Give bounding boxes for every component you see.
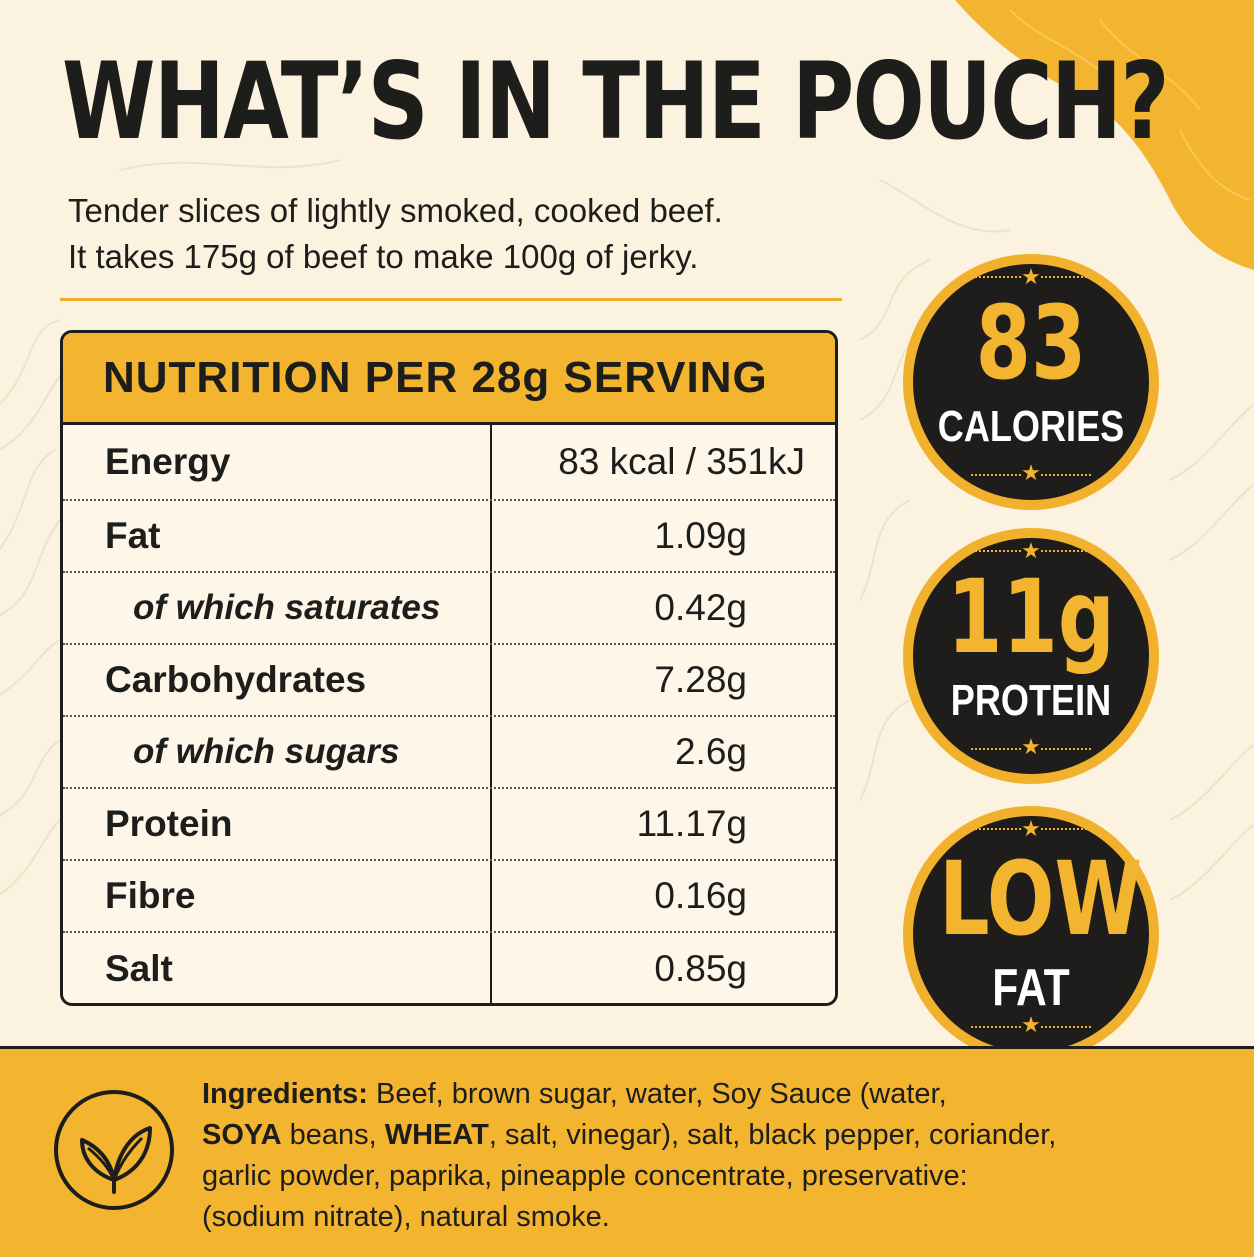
star-icon: ★: [1021, 538, 1041, 563]
intro-line-2: It takes 175g of beef to make 100g of je…: [68, 238, 699, 275]
column-divider: [490, 425, 492, 1003]
ingredients-line-4: (sodium nitrate), natural smoke.: [202, 1201, 610, 1233]
row-label: of which saturates: [133, 588, 441, 627]
badge-label: PROTEIN: [950, 676, 1112, 725]
badge-dash: [971, 474, 1021, 478]
badge-dash: [1041, 1026, 1091, 1030]
protein-badge: ★ 11g PROTEIN ★: [903, 528, 1159, 784]
star-icon: ★: [1021, 264, 1041, 289]
row-label: of which sugars: [133, 732, 400, 771]
badge-dash: [971, 828, 1021, 832]
row-value: 11.17g: [636, 803, 747, 844]
calories-badge: ★ 83 CALORIES ★: [903, 254, 1159, 510]
badge-dash: [971, 1026, 1021, 1030]
badge-label: CALORIES: [937, 402, 1125, 451]
allergen-wheat: WHEAT: [384, 1119, 489, 1151]
badge-number: 83: [975, 284, 1087, 403]
badge-dash: [971, 748, 1021, 752]
ingredients-heading: Ingredients:: [202, 1078, 368, 1110]
nutrition-heading: NUTRITION PER 28g SERVING: [103, 352, 768, 402]
badge-number: 11g: [947, 558, 1115, 677]
divider: [60, 298, 842, 301]
row-value: 2.6g: [674, 731, 747, 772]
ingredients-text-3: , salt, vinegar), salt, black pepper, co…: [488, 1119, 1057, 1151]
table-row: Fat 1.09g: [63, 501, 835, 573]
intro-line-1: Tender slices of lightly smoked, cooked …: [68, 192, 723, 229]
row-label: Energy: [105, 441, 231, 482]
badge-dash: [971, 276, 1021, 280]
row-label: Fibre: [105, 875, 196, 916]
low-fat-badge: ★ LOW FAT ★: [903, 806, 1159, 1062]
badge-dash: [1041, 828, 1091, 832]
table-row: Protein 11.17g: [63, 789, 835, 861]
row-label: Salt: [105, 948, 173, 989]
badge-dash: [1041, 550, 1091, 554]
row-value: 0.42g: [654, 587, 747, 628]
star-icon: ★: [1021, 1012, 1041, 1037]
row-value: 1.09g: [654, 515, 747, 556]
badge-dash: [971, 550, 1021, 554]
table-row: Carbohydrates 7.28g: [63, 645, 835, 717]
table-row: Energy 83 kcal / 351kJ: [63, 425, 835, 501]
star-icon: ★: [1021, 460, 1041, 485]
ingredients-text-1: Beef, brown sugar, water, Soy Sauce (wat…: [367, 1078, 947, 1110]
star-icon: ★: [1021, 816, 1041, 841]
badge-label: FAT: [992, 959, 1070, 1017]
nutrition-table: NUTRITION PER 28g SERVING Energy 83 kcal…: [60, 330, 838, 1006]
badge-number: LOW: [938, 840, 1143, 959]
row-value: 0.85g: [654, 948, 747, 989]
allergen-soya: SOYA: [202, 1119, 282, 1151]
row-value: 83 kcal / 351kJ: [558, 441, 805, 482]
row-value: 0.16g: [654, 875, 747, 916]
table-row: Salt 0.85g: [63, 933, 835, 1003]
badge-dash: [1041, 276, 1091, 280]
star-icon: ★: [1021, 734, 1041, 759]
intro-text: Tender slices of lightly smoked, cooked …: [68, 188, 723, 280]
row-value: 7.28g: [654, 659, 747, 700]
ingredients-line-1: Ingredients: Beef, brown sugar, water, S…: [202, 1074, 1082, 1115]
row-label: Protein: [105, 803, 233, 844]
ingredients-text: Ingredients: Beef, brown sugar, water, S…: [202, 1074, 1082, 1238]
ingredients-line-3: garlic powder, paprika, pineapple concen…: [202, 1160, 968, 1192]
nutrition-heading-bar: NUTRITION PER 28g SERVING: [63, 333, 835, 425]
table-row: of which sugars 2.6g: [63, 717, 835, 789]
row-label: Carbohydrates: [105, 659, 367, 700]
leaf-icon: [54, 1090, 174, 1210]
ingredients-line-2: SOYA beans, WHEAT, salt, vinegar), salt,…: [202, 1115, 1082, 1156]
badge-dash: [1041, 474, 1091, 478]
row-label: Fat: [105, 515, 161, 556]
ingredients-text-2: beans,: [281, 1119, 385, 1151]
table-row: of which saturates 0.42g: [63, 573, 835, 645]
badge-dash: [1041, 748, 1091, 752]
page-title: WHAT’S IN THE POUCH?: [62, 40, 1170, 163]
ingredients-bar: [0, 1046, 1254, 1257]
table-row: Fibre 0.16g: [63, 861, 835, 933]
